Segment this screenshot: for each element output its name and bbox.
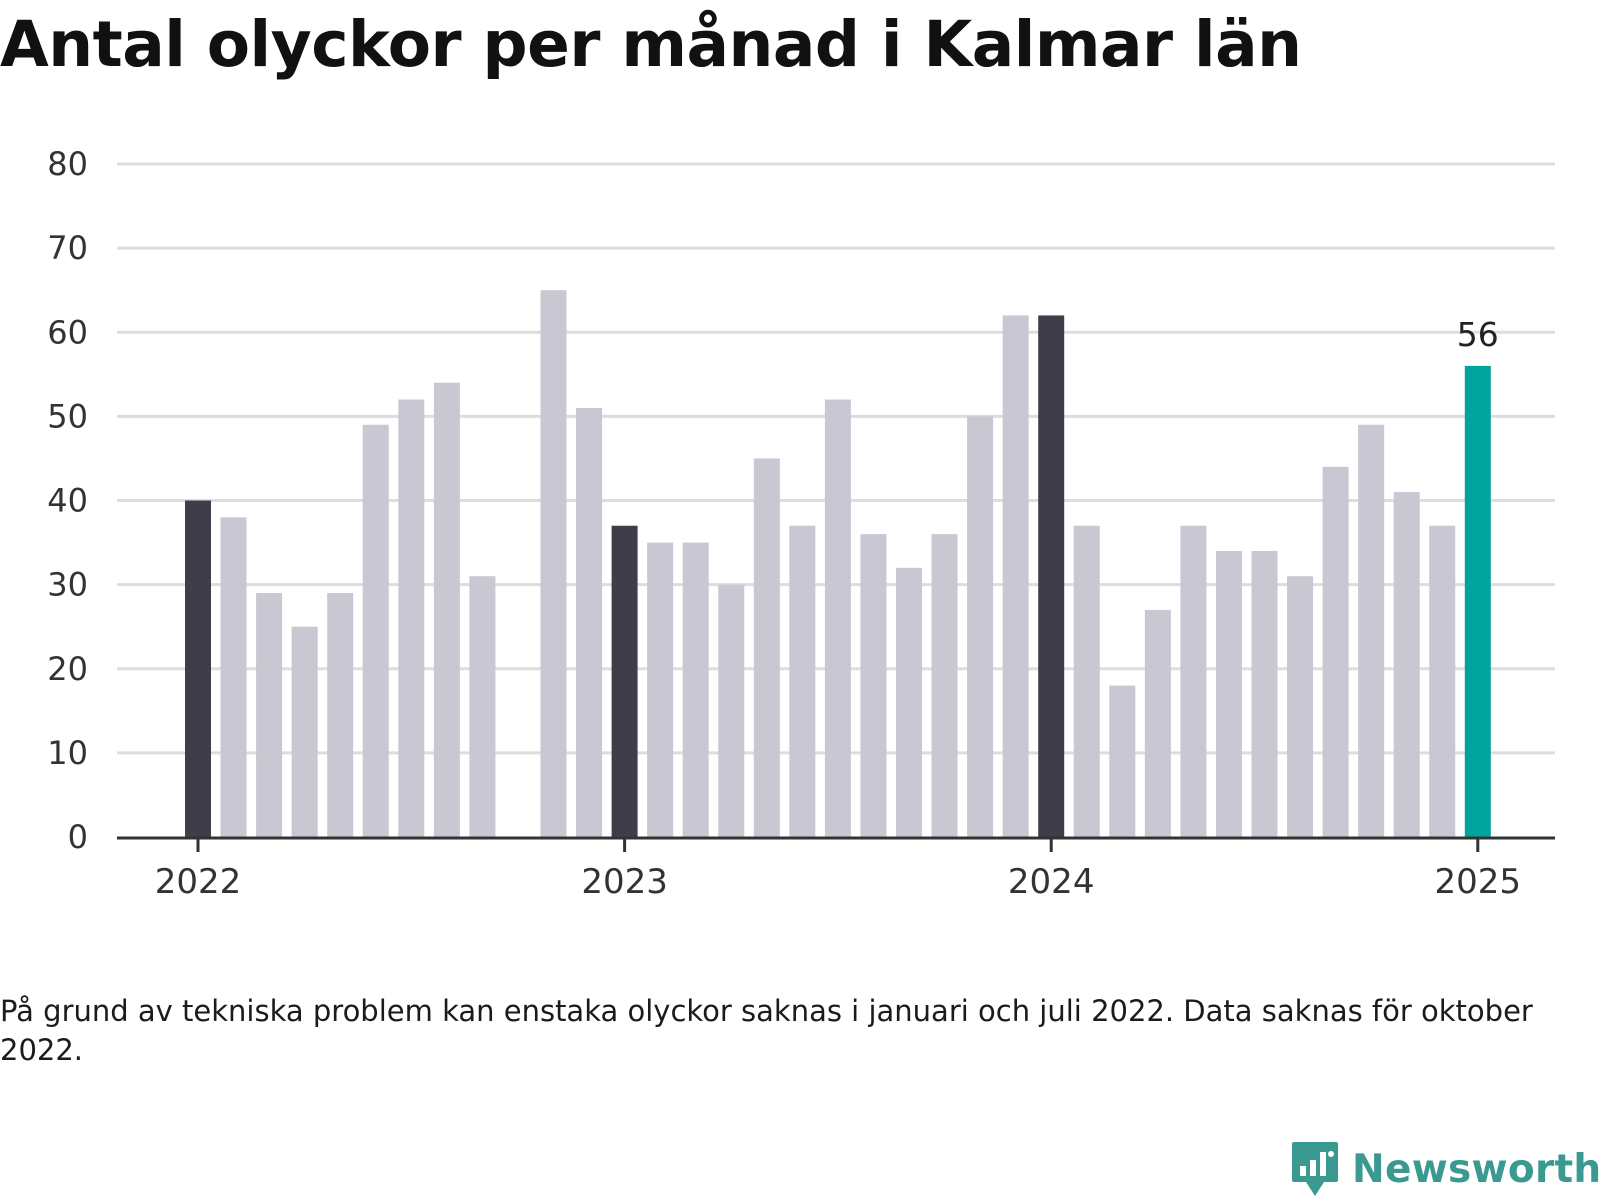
y-tick-label: 20: [47, 650, 88, 688]
bar: [1215, 550, 1242, 837]
footnote: På grund av tekniska problem kan enstaka…: [0, 994, 1533, 1067]
y-tick-label: 80: [47, 145, 88, 183]
bar: [1287, 576, 1314, 837]
bar: [576, 407, 603, 837]
y-axis-ticks: 0 10 20 30 40 50 60 70 80: [47, 145, 88, 856]
y-tick-label: 60: [47, 313, 88, 351]
data-labels: 56: [1457, 315, 1499, 354]
bar: [1180, 525, 1207, 837]
bar: [256, 593, 283, 837]
bar: [896, 567, 922, 837]
x-axis: 2022 2023 2024 2025: [117, 836, 1555, 902]
x-tick-label: 2022: [155, 862, 242, 902]
y-tick-label: 10: [47, 734, 88, 772]
bar: [433, 382, 460, 837]
logo-text: Newsworthy: [1352, 1146, 1600, 1192]
y-tick-label: 70: [47, 229, 88, 267]
bar: [647, 542, 674, 837]
bar: [291, 626, 318, 837]
bar: [1464, 365, 1491, 837]
bar: [1038, 315, 1065, 837]
bar: [362, 424, 389, 837]
bar: [1358, 424, 1385, 837]
bar: [185, 500, 211, 837]
y-tick-label: 50: [47, 397, 88, 435]
y-tick-label: 30: [47, 566, 88, 604]
bar: [611, 525, 638, 837]
bars: [185, 290, 1491, 837]
x-tick-label: 2024: [1008, 862, 1095, 902]
bar: [1109, 685, 1136, 837]
chart-title: Antal olyckor per månad i Kalmar län: [0, 8, 1302, 81]
bar: [220, 517, 247, 837]
bar: [967, 416, 994, 837]
bar: [1144, 609, 1171, 837]
bar: [753, 458, 780, 837]
y-tick-label: 40: [47, 482, 88, 520]
bar: [860, 534, 887, 837]
bar-chart: 0 10 20 30 40 50 60 70 80 2022 2023 2024 2025 56: [47, 145, 1555, 902]
newsworthy-logo: Newsworthy: [1290, 1140, 1600, 1198]
bar: [540, 290, 567, 837]
x-tick-label: 2023: [581, 862, 668, 902]
bar: [398, 399, 425, 837]
latest-value-label: 56: [1457, 315, 1499, 354]
bar: [1429, 525, 1456, 837]
bar: [931, 534, 958, 837]
bar: [682, 542, 709, 837]
x-tick-label: 2025: [1435, 862, 1522, 902]
bar: [1251, 550, 1278, 837]
bar: [469, 576, 496, 837]
bar: [718, 584, 745, 837]
bar: [1073, 525, 1100, 837]
bar: [327, 593, 354, 837]
bar: [824, 399, 851, 837]
newsworthy-chart-icon: [1292, 1142, 1338, 1196]
y-tick-label: 0: [68, 818, 88, 856]
bar: [1393, 492, 1420, 837]
bar: [789, 525, 816, 837]
bar: [1002, 315, 1029, 837]
bar: [1322, 466, 1349, 837]
